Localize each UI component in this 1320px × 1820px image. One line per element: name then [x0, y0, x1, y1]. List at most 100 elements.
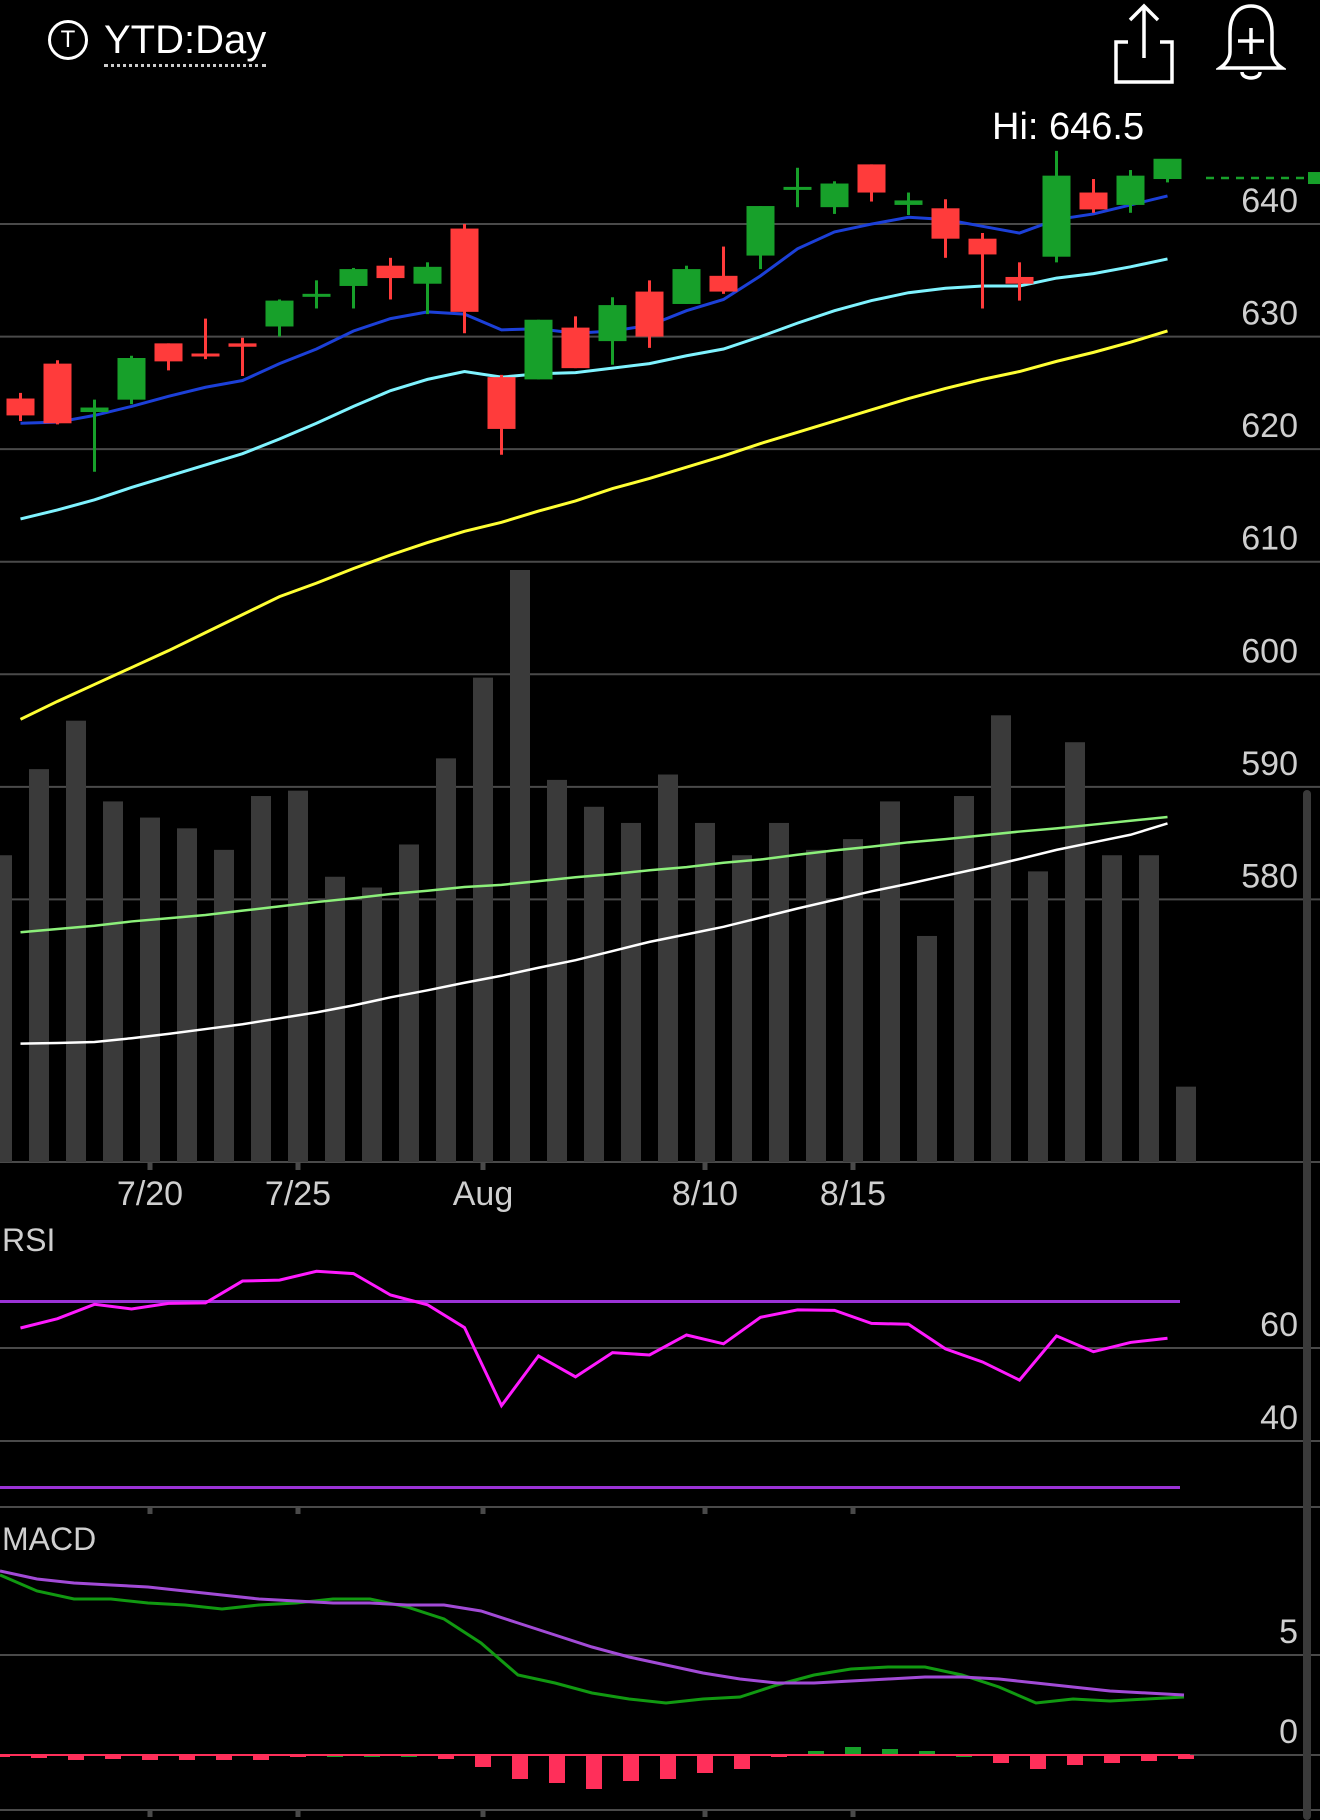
candle-body: [931, 208, 960, 239]
macd-line: [0, 1573, 1185, 1705]
candle-body: [672, 269, 701, 304]
macd-histogram-bar: [253, 1755, 269, 1760]
macd-tick-label: 5: [1279, 1613, 1298, 1651]
volume-bar: [325, 876, 345, 1162]
macd-histogram-bar: [734, 1755, 750, 1769]
volume-bar: [177, 828, 197, 1162]
candle-body: [43, 363, 72, 424]
candle-body: [894, 200, 923, 205]
volume-ma-slow-line: [20, 815, 1168, 934]
candle-body: [413, 266, 442, 284]
top-bar: T YTD:Day: [0, 0, 1320, 100]
candle-body: [561, 327, 590, 369]
candle-body: [228, 343, 257, 347]
candle-body: [1005, 276, 1034, 284]
macd-histogram-bar: [660, 1755, 676, 1779]
candle-body: [191, 353, 220, 357]
price-tick-label: 610: [1241, 520, 1298, 558]
macd-histogram-bar: [105, 1755, 121, 1759]
volume-bar: [140, 817, 160, 1162]
macd-histogram-bar: [623, 1755, 639, 1781]
macd-tick-label: 0: [1279, 1713, 1298, 1751]
macd-histogram-bar: [1141, 1755, 1157, 1761]
macd-histogram-bar: [882, 1749, 898, 1755]
volume-bar: [399, 844, 419, 1162]
candle-body: [598, 305, 627, 342]
candle-body: [857, 164, 886, 193]
price-tick-label: 640: [1241, 182, 1298, 220]
macd-title: MACD: [2, 1521, 96, 1557]
volume-bar: [214, 849, 234, 1162]
volume-bar: [621, 822, 641, 1162]
candle-body: [746, 206, 775, 256]
candle-body: [450, 228, 479, 312]
candle-body: [265, 300, 294, 327]
macd-histogram-bar: [512, 1755, 528, 1779]
candle-body: [487, 377, 516, 429]
volume-bar: [473, 677, 493, 1162]
macd-histogram-bar: [1104, 1755, 1120, 1763]
macd-histogram-bar: [475, 1755, 491, 1767]
volume-bar: [251, 796, 271, 1162]
macd-histogram-bar: [179, 1755, 195, 1760]
macd-histogram-bar: [845, 1747, 861, 1755]
macd-histogram-bar: [1178, 1755, 1194, 1759]
last-price-marker: [1308, 172, 1320, 185]
candle-body: [635, 291, 664, 337]
macd-histogram-bar: [993, 1755, 1009, 1763]
date-tick-label: 8/15: [820, 1175, 886, 1213]
date-tick-label: 7/20: [117, 1175, 183, 1213]
ma-long-line: [19, 329, 1168, 721]
volume-bar: [1028, 871, 1048, 1162]
candle-body: [302, 293, 331, 297]
macd-histogram-bar: [31, 1755, 47, 1758]
candle-body: [80, 407, 109, 413]
price-tick-label: 620: [1241, 407, 1298, 445]
rsi-tick-label: 40: [1260, 1399, 1298, 1437]
candle-body: [117, 358, 146, 400]
volume-bar: [917, 935, 937, 1162]
volume-bar: [510, 570, 530, 1162]
volume-bar: [658, 774, 678, 1162]
add-alert-bell-icon[interactable]: [1216, 2, 1286, 86]
volume-bar: [732, 855, 752, 1162]
candle-body: [783, 186, 812, 190]
volume-bar: [288, 790, 308, 1162]
range-selector[interactable]: YTD:Day: [104, 16, 267, 67]
volume-bar: [843, 839, 863, 1162]
high-price-label: Hi: 646.5: [992, 106, 1145, 148]
volume-bar: [1176, 1086, 1196, 1162]
ticker-badge-icon[interactable]: T: [48, 20, 88, 60]
volume-bar: [991, 715, 1011, 1162]
rsi-line: [20, 1269, 1168, 1409]
volume-bar: [66, 720, 86, 1162]
volume-bar: [362, 887, 382, 1162]
volume-bar: [769, 822, 789, 1162]
macd-histogram-bar: [1030, 1755, 1046, 1769]
candle-body: [1042, 175, 1071, 257]
price-tick-label: 600: [1241, 632, 1298, 670]
price-tick-label: 590: [1241, 745, 1298, 783]
price-tick-label: 630: [1241, 295, 1298, 333]
candle-body: [154, 343, 183, 362]
candle-body: [6, 398, 35, 416]
date-tick-label: Aug: [453, 1175, 514, 1213]
price-tick-label: 580: [1241, 857, 1298, 895]
volume-bar: [954, 796, 974, 1162]
macd-histogram-bar: [68, 1755, 84, 1760]
scrollbar[interactable]: [1303, 790, 1311, 1820]
volume-ma-fast-line: [20, 822, 1168, 1045]
macd-histogram-bar: [1067, 1755, 1083, 1765]
signal-line: [0, 1569, 1185, 1697]
volume-bar: [880, 801, 900, 1162]
date-tick-label: 7/25: [265, 1175, 331, 1213]
date-tick-label: 8/10: [672, 1175, 738, 1213]
volume-bar: [1139, 855, 1159, 1162]
volume-bar: [0, 855, 12, 1162]
rsi-title: RSI: [2, 1222, 55, 1258]
macd-histogram-bar: [697, 1755, 713, 1773]
share-icon[interactable]: [1112, 2, 1176, 86]
volume-bar: [584, 806, 604, 1162]
rsi-tick-label: 60: [1260, 1306, 1298, 1344]
